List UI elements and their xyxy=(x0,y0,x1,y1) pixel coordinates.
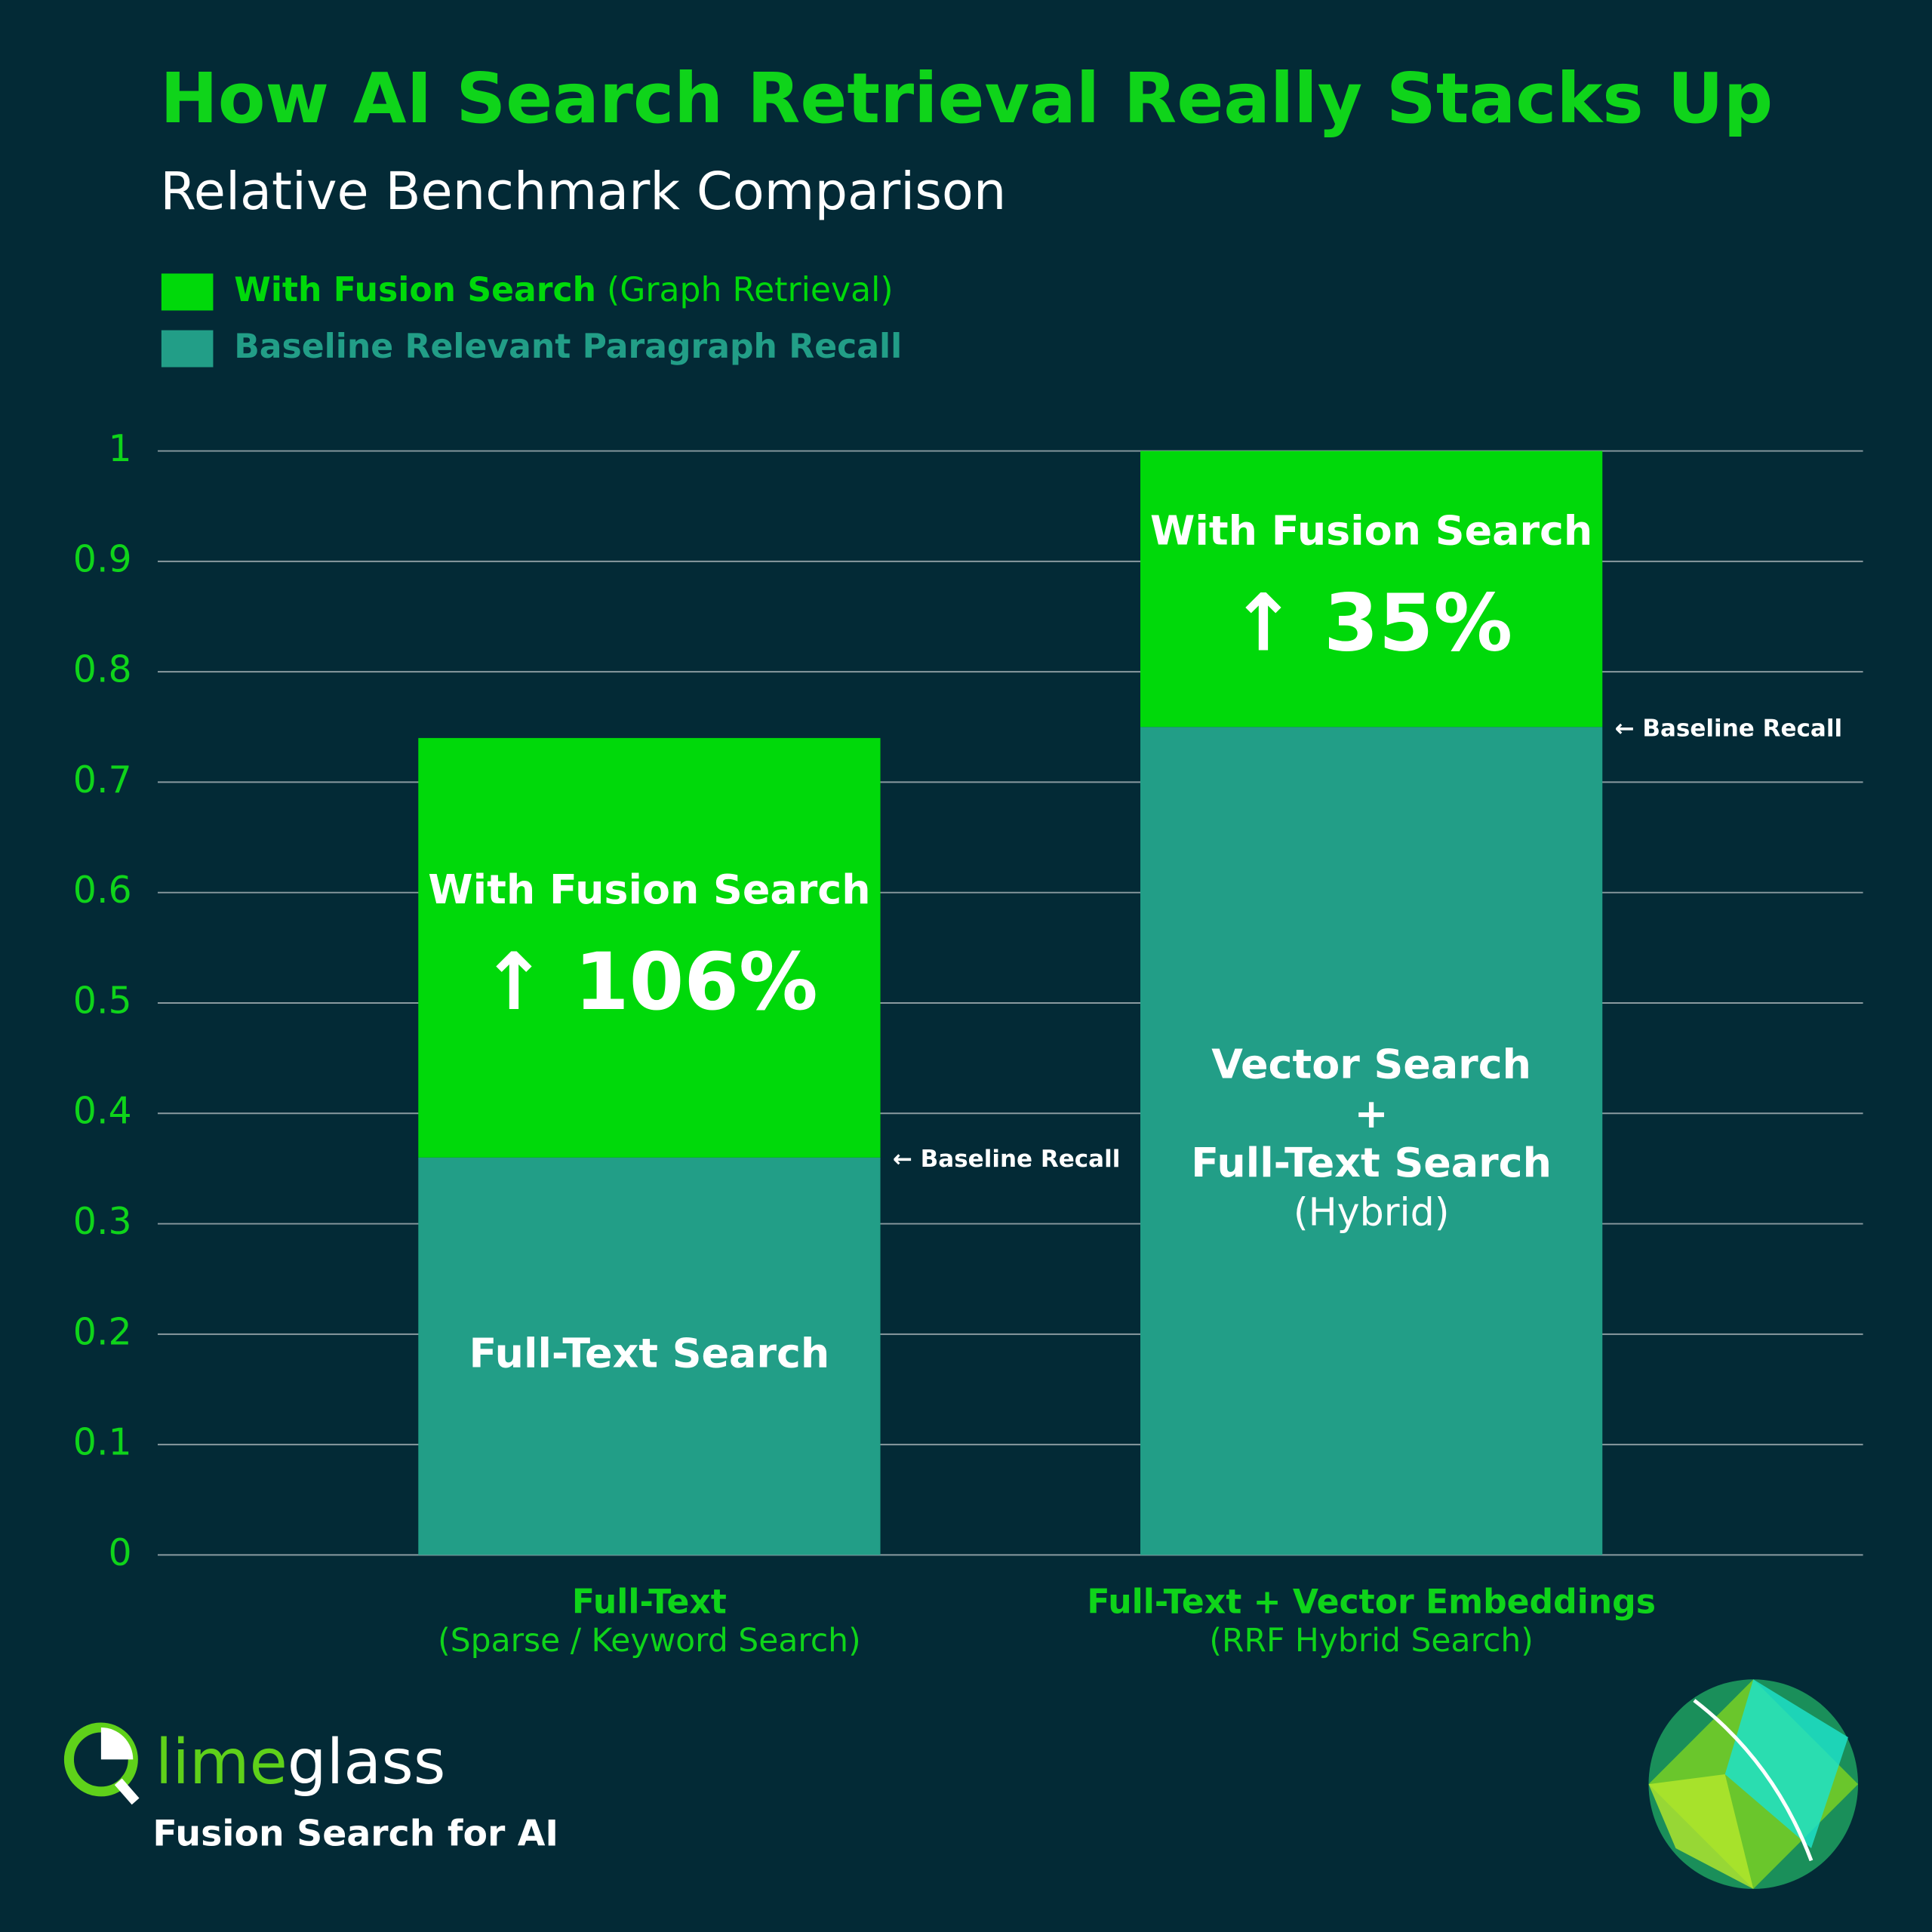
logo-name-part: glass xyxy=(288,1727,446,1799)
logo-tagline: Fusion Search for AI xyxy=(152,1814,558,1855)
legend-label: With Fusion Search (Graph Retrieval) xyxy=(234,271,893,309)
y-tick-label: 0.2 xyxy=(73,1310,132,1353)
gem xyxy=(1648,1679,1859,1889)
plot: 0 0.1 0.2 0.3 0.4 0.5 0.6 0.7 0.8 0.9 1 Full-Text S… xyxy=(73,427,1863,1660)
bar-segment xyxy=(418,737,881,1158)
y-tick-label: 1 xyxy=(109,427,132,470)
bar-label: (Hybrid) xyxy=(1294,1189,1450,1234)
gem-shine xyxy=(1693,1699,1814,1862)
x-tick-note: (RRF Hybrid Search) xyxy=(1209,1623,1533,1660)
bar-label-value: ↑ 35% xyxy=(1230,577,1512,669)
y-tick-label: 0.1 xyxy=(73,1421,132,1464)
logo-name: limeglass xyxy=(155,1727,446,1799)
bar-label: With Fusion Search xyxy=(1150,507,1592,555)
y-tick-label: 0.6 xyxy=(73,869,132,912)
legend-swatch xyxy=(161,273,214,311)
y-tick-label: 0.9 xyxy=(73,537,132,580)
bar-label: With Fusion Search xyxy=(428,866,870,913)
baseline-annotation: ← Baseline Recall xyxy=(1615,715,1843,743)
x-tick-label: Full-Text + Vector Embeddings xyxy=(1087,1583,1656,1622)
y-tick-label: 0.3 xyxy=(73,1200,132,1243)
x-tick-note: (Sparse / Keyword Search) xyxy=(438,1623,860,1660)
legend-name: With Fusion Search xyxy=(234,271,596,309)
logo-icon-slice xyxy=(100,1727,134,1760)
y-tick-label: 0 xyxy=(109,1531,132,1574)
bar-segment xyxy=(418,1157,881,1555)
y-tick-label: 0.4 xyxy=(73,1090,132,1133)
logo-icon xyxy=(63,1722,138,1797)
legend-label: Baseline Relevant Paragraph Recall xyxy=(234,328,902,366)
chart-title: How AI Search Retrieval Really Stacks Up xyxy=(160,58,1773,139)
bar-label: Full-Text Search xyxy=(1191,1139,1552,1186)
y-tick-label: 0.7 xyxy=(73,758,132,801)
gem-facet xyxy=(1724,1679,1848,1848)
logo: limeglass Fusion Search for AI xyxy=(63,1722,558,1855)
y-tick-label: 0.8 xyxy=(73,648,132,691)
bar-label: Vector Search xyxy=(1211,1041,1531,1088)
legend: With Fusion Search (Graph Retrieval) Base… xyxy=(161,271,902,368)
logo-icon-handle xyxy=(114,1778,140,1805)
logo-name-part: lime xyxy=(155,1727,288,1799)
legend-swatch xyxy=(161,330,214,368)
bar-label: + xyxy=(1355,1090,1389,1137)
bar-label: Full-Text Search xyxy=(469,1330,830,1377)
legend-note: (Graph Retrieval) xyxy=(607,271,894,309)
baseline-annotation: ← Baseline Recall xyxy=(893,1146,1121,1173)
bar-segment xyxy=(1140,451,1603,728)
bar-label-value: ↑ 106% xyxy=(481,936,818,1028)
gem-facet xyxy=(1648,1774,1754,1889)
legend-name: Baseline Relevant Paragraph Recall xyxy=(234,328,902,366)
bar-segment xyxy=(1140,727,1603,1555)
x-tick-label: Full-Text xyxy=(572,1583,727,1622)
y-tick-label: 0.5 xyxy=(73,979,132,1022)
chart-subtitle: Relative Benchmark Comparison xyxy=(160,162,1006,222)
